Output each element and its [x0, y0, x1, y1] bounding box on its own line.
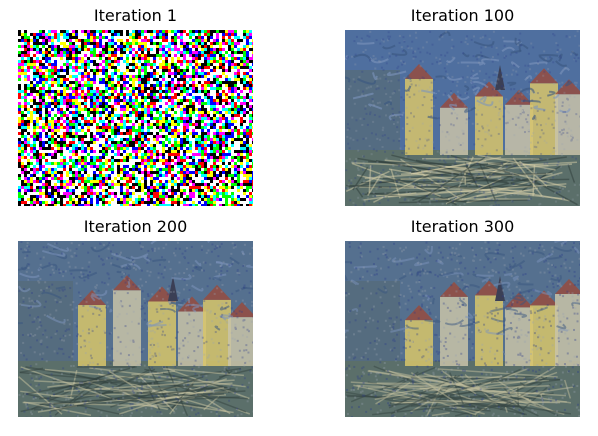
- panel-iteration-300: Iteration 300: [345, 217, 580, 417]
- stylized-town-image: [18, 241, 253, 417]
- scene-canvas: [345, 30, 580, 206]
- panel-iteration-1: Iteration 1: [18, 6, 253, 206]
- scene-canvas: [18, 241, 253, 417]
- noise-image: [18, 30, 253, 206]
- stylized-town-image: [345, 30, 580, 206]
- noise-canvas: [18, 30, 253, 206]
- panel-iteration-100: Iteration 100: [345, 6, 580, 206]
- panel-iteration-200: Iteration 200: [18, 217, 253, 417]
- panel-title: Iteration 1: [18, 6, 253, 26]
- stylized-town-image: [345, 241, 580, 417]
- scene-canvas: [345, 241, 580, 417]
- panel-title: Iteration 100: [345, 6, 580, 26]
- panel-title: Iteration 200: [18, 217, 253, 237]
- panel-title: Iteration 300: [345, 217, 580, 237]
